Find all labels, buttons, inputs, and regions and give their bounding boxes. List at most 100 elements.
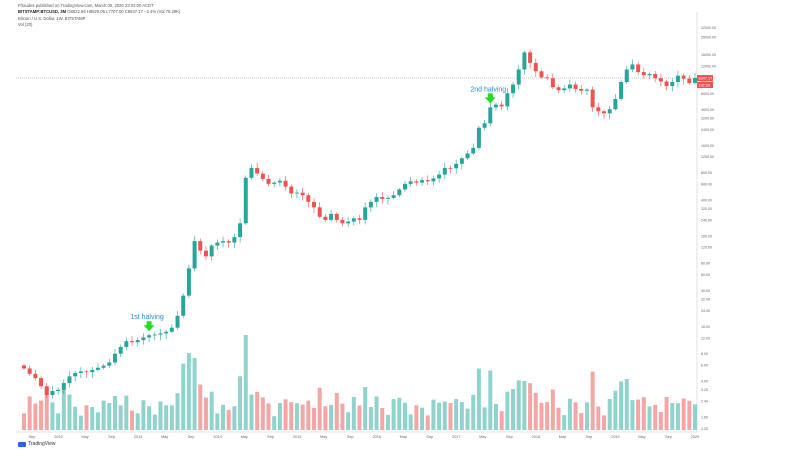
y-tick-label: 3200.00 [701, 117, 714, 121]
y-tick-label: 320.00 [701, 207, 712, 211]
x-tick-label: Sep [586, 435, 593, 439]
candle-body [431, 178, 436, 182]
x-tick-label: 2012 [54, 435, 62, 439]
candle-body [164, 331, 169, 334]
volume-bar [624, 378, 629, 430]
y-tick-label: 2400.00 [701, 128, 714, 132]
volume-bar [545, 402, 550, 430]
candle-body [675, 75, 680, 82]
volume-bar [493, 404, 498, 430]
candle-body [266, 178, 271, 184]
volume-bar [562, 415, 567, 430]
y-tick-label: 1.60 [701, 416, 708, 420]
y-tick-label: 600.00 [701, 182, 712, 186]
arrow-down-icon [484, 93, 496, 104]
volume-bar [539, 402, 544, 430]
volume-bar [260, 397, 265, 430]
candle-body [260, 173, 265, 179]
candle-body [397, 189, 402, 196]
volume-bar [169, 405, 174, 430]
y-tick-label: 2.40 [701, 400, 708, 404]
candle-body [573, 84, 578, 89]
volume-bar [289, 402, 294, 430]
candle-body [357, 218, 362, 220]
volume-bar [693, 404, 697, 430]
candle-body [340, 219, 345, 224]
y-tick-label: 400.00 [701, 198, 712, 202]
candle-body [664, 81, 669, 87]
candle-body [636, 64, 641, 73]
candle-body [90, 369, 95, 373]
volume-bar [198, 384, 203, 430]
chart-title: Bitcoin / U.S. Dollar, 1W, BITSTAMP [18, 16, 86, 21]
volume-bar [226, 409, 231, 430]
volume-bar [505, 391, 510, 430]
volume-bar [391, 399, 396, 430]
y-tick-label: 3.20 [701, 388, 708, 392]
volume-bar [56, 413, 61, 430]
candle-body [437, 174, 442, 179]
logo-text: TradingView [28, 441, 56, 447]
candle-body [243, 177, 248, 224]
volume-bar [397, 397, 402, 430]
y-tick-label: 1200.00 [701, 155, 714, 159]
volume-bar [238, 376, 243, 430]
volume-bar [73, 406, 78, 430]
volume-bar [346, 412, 351, 430]
volume-bar [602, 415, 607, 430]
candle-body [693, 78, 697, 83]
volume-bar [266, 403, 271, 430]
volume-bar [27, 396, 32, 430]
x-tick-label: Sep [29, 435, 36, 439]
candle-body [658, 78, 663, 82]
x-tick-label: Sep [188, 435, 195, 439]
volume-bar [653, 404, 658, 430]
candle-body [198, 241, 203, 251]
candle-body [408, 181, 413, 184]
volume-bar [175, 393, 180, 430]
volume-bar [533, 392, 538, 430]
last-price-badge [697, 75, 713, 82]
x-tick-label: 2019 [611, 435, 619, 439]
volume-bar [408, 414, 413, 430]
candle-body [135, 340, 140, 343]
candle-body [539, 71, 544, 78]
volume-bar [425, 415, 430, 430]
y-tick-label: 4000.00 [701, 108, 714, 112]
y-tick-label: 160.00 [701, 234, 712, 238]
volume-bar [50, 402, 55, 430]
candle-body [550, 78, 555, 88]
volume-bar [141, 400, 146, 430]
candle-body [488, 107, 493, 124]
x-tick-label: Sep [506, 435, 513, 439]
candle-body [567, 84, 572, 89]
volume-bar [249, 394, 254, 430]
candle-body [209, 245, 214, 257]
y-tick-label: 120.00 [701, 246, 712, 250]
candle-body [44, 386, 49, 395]
volume-bar [277, 402, 282, 430]
volume-label: Vol (20) [18, 22, 33, 27]
candle-body [630, 64, 635, 70]
candle-body [277, 180, 282, 183]
volume-bar [471, 394, 476, 430]
candle-body [476, 127, 481, 148]
candle-body [471, 147, 476, 154]
y-tick-label: 16000.00 [701, 53, 716, 57]
volume-bar [420, 407, 425, 430]
volume-bar [613, 390, 618, 430]
volume-bar [454, 399, 459, 430]
x-tick-label: 2018 [532, 435, 540, 439]
tradingview-logo[interactable]: TradingView [18, 441, 56, 447]
y-tick-label: 16.00 [701, 325, 710, 329]
candle-body [112, 353, 117, 363]
volume-bar [192, 358, 197, 430]
candle-body [607, 109, 612, 114]
volume-bar [528, 383, 533, 430]
volume-bar [385, 414, 390, 430]
candle-body [363, 207, 368, 220]
countdown-badge [697, 82, 713, 89]
volume-bar [78, 415, 83, 430]
volume-bar [476, 368, 481, 430]
